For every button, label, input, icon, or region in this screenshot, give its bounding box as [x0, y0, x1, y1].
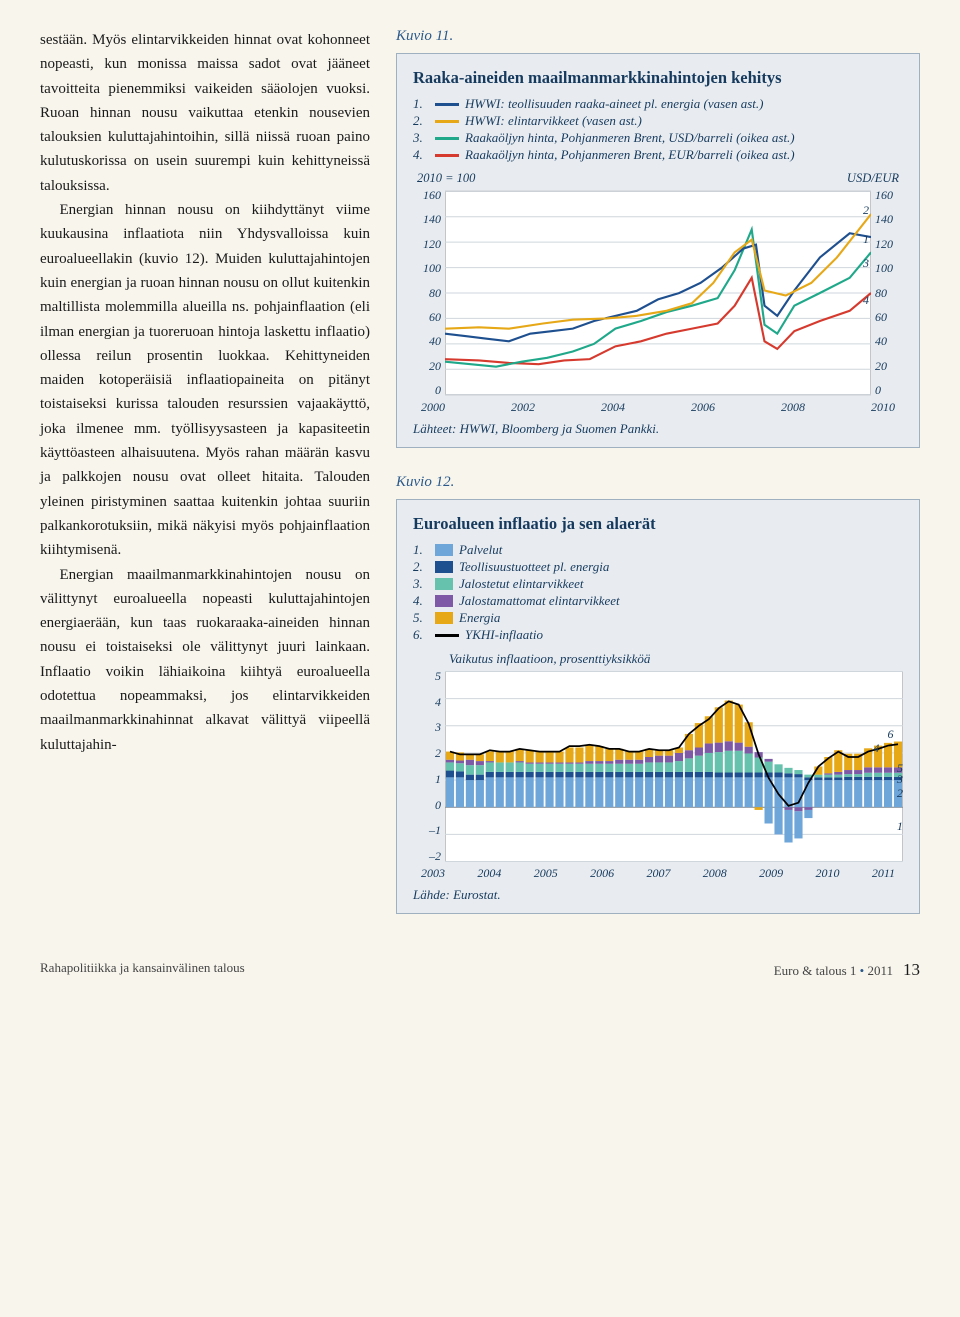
figure-11-title: Raaka-aineiden maailmanmarkkinahintojen …: [413, 68, 903, 88]
body-paragraph: Energian hinnan nousu on kiihdyttänyt vi…: [40, 198, 370, 562]
figure-12-y-axis: 543210–1–2: [413, 669, 445, 864]
figure-11-right-unit: USD/EUR: [847, 171, 899, 186]
figure-11-y-axis-right: 160140120100806040200: [871, 188, 903, 398]
figure-11-legend: 1.HWWI: teollisuuden raaka-aineet pl. en…: [413, 96, 903, 163]
footer-year: 2011: [867, 963, 893, 978]
legend-item: 1.Palvelut: [413, 542, 903, 558]
figure-12-source: Lähde: Eurostat.: [413, 887, 903, 903]
figure-11-index-label: 2010 = 100: [417, 171, 475, 186]
legend-item: 4.Jalostamattomat elintarvikkeet: [413, 593, 903, 609]
figure-12-x-axis: 200320042005200620072008200920102011: [413, 864, 903, 881]
dot-separator: •: [860, 963, 865, 978]
legend-item: 6.YKHI-inflaatio: [413, 627, 903, 643]
figure-12-label: Kuvio 12.: [396, 474, 920, 491]
figure-12-axis-label: Vaikutus inflaatioon, prosenttiyksikköä: [413, 651, 903, 667]
legend-item: 2.Teollisuustuotteet pl. energia: [413, 559, 903, 575]
legend-item: 2.HWWI: elintarvikkeet (vasen ast.): [413, 113, 903, 129]
figure-12-legend: 1.Palvelut2.Teollisuustuotteet pl. energ…: [413, 542, 903, 643]
legend-item: 1.HWWI: teollisuuden raaka-aineet pl. en…: [413, 96, 903, 112]
figure-12-plot: 123456: [445, 669, 903, 864]
footer-journal: Euro & talous 1: [774, 963, 857, 978]
legend-item: 5.Energia: [413, 610, 903, 626]
footer-left: Rahapolitiikka ja kansainvälinen talous: [40, 960, 245, 980]
figure-12-title: Euroalueen inflaatio ja sen alaerät: [413, 514, 903, 534]
figure-11-plot: 1234: [445, 188, 871, 398]
page-number: 13: [903, 960, 920, 980]
figure-11-y-axis-left: 160140120100806040200: [413, 188, 445, 398]
legend-item: 3.Raakaöljyn hinta, Pohjanmeren Brent, U…: [413, 130, 903, 146]
legend-item: 3.Jalostetut elintarvikkeet: [413, 576, 903, 592]
legend-item: 4.Raakaöljyn hinta, Pohjanmeren Brent, E…: [413, 147, 903, 163]
article-body: sestään. Myös elintarvikkeiden hinnat ov…: [40, 28, 370, 757]
figure-11-source: Lähteet: HWWI, Bloomberg ja Suomen Pankk…: [413, 421, 903, 437]
figure-11-x-axis: 200020022004200620082010: [413, 398, 903, 415]
figure-11-chart: Raaka-aineiden maailmanmarkkinahintojen …: [396, 53, 920, 448]
figure-11-label: Kuvio 11.: [396, 28, 920, 45]
body-paragraph: sestään. Myös elintarvikkeiden hinnat ov…: [40, 28, 370, 198]
body-paragraph: Energian maailmanmarkkinahintojen nousu …: [40, 563, 370, 757]
page-footer: Rahapolitiikka ja kansainvälinen talous …: [0, 940, 960, 998]
figure-12-chart: Euroalueen inflaatio ja sen alaerät 1.Pa…: [396, 499, 920, 914]
